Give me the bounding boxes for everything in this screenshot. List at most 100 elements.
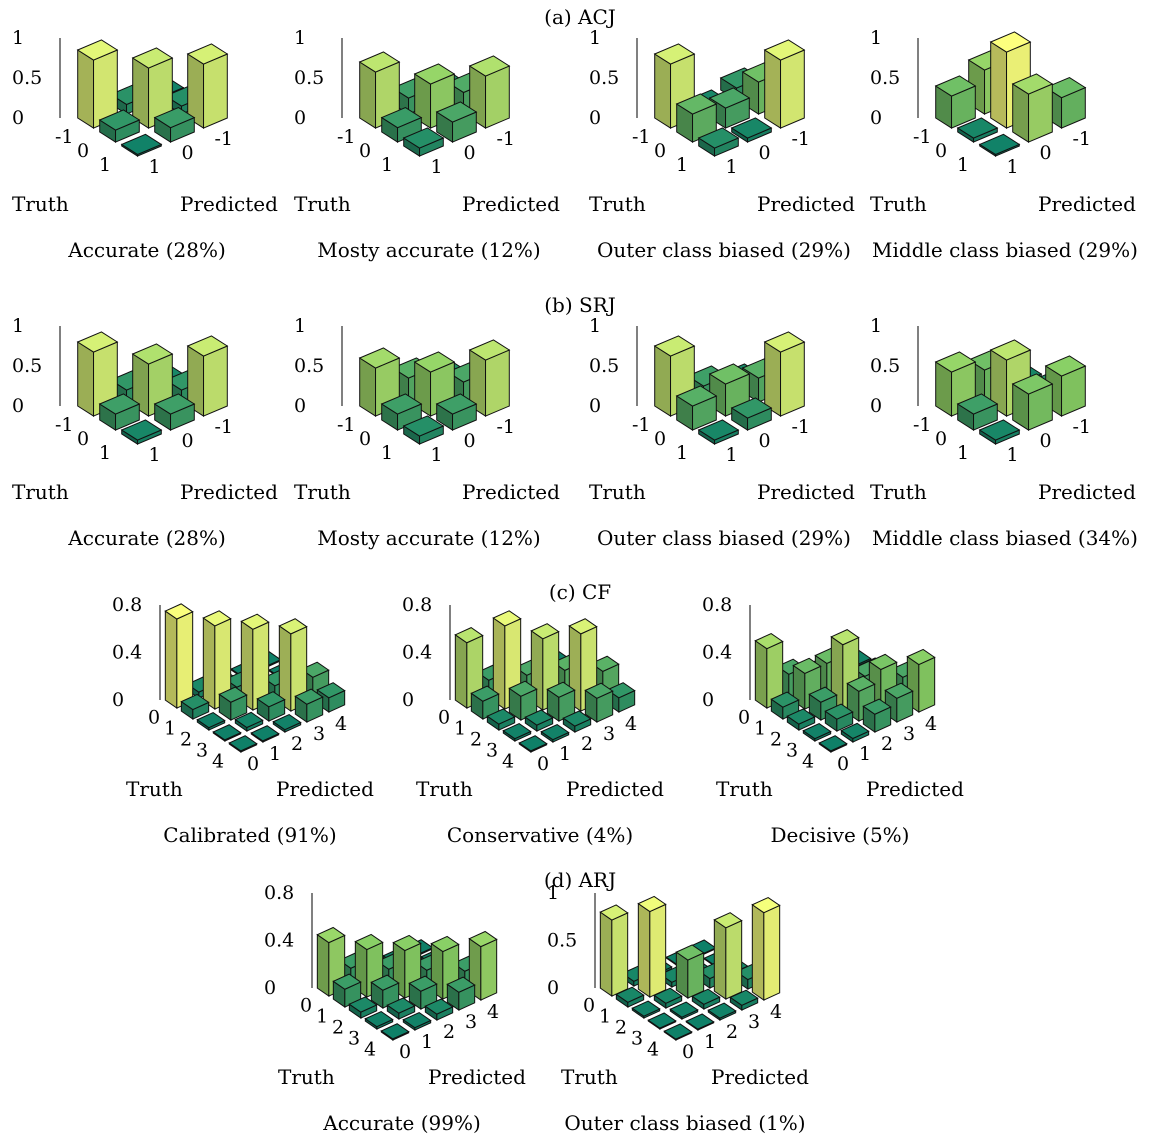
bar-0--1 — [956, 117, 999, 143]
truth-tick-label: -1 — [632, 414, 651, 436]
bar3d-svg: 10.50-101 10-1 — [12, 315, 233, 466]
z-tick-label: 0.4 — [264, 930, 294, 952]
section-title-arj: (d) ARJ — [543, 868, 617, 892]
truth-axis-label: Truth — [561, 1065, 618, 1089]
bar-0-0 — [454, 627, 484, 710]
predicted-axis-label: Predicted — [1038, 192, 1136, 216]
bar3d-svg: 10.50-101 10-1 — [870, 315, 1091, 466]
bar-0-0 — [599, 904, 629, 998]
truth-tick-label: 4 — [212, 751, 224, 773]
z-tick-label: 0.5 — [294, 355, 324, 377]
predicted-tick-label: 1 — [149, 156, 161, 178]
bar-0--1 — [380, 393, 423, 431]
predicted-axis-label: Predicted — [757, 192, 855, 216]
z-tick-label: 0.5 — [12, 355, 42, 377]
truth-tick-label: 1 — [754, 718, 766, 740]
bar3d-panel: 1 0.5 0 -1 0 1 1 0 -1 Truth Predicted Middle class … — [866, 27, 1151, 265]
bar-4-2 — [424, 998, 454, 1022]
predicted-tick-label: 4 — [335, 713, 347, 735]
truth-tick-label: 3 — [196, 740, 208, 762]
bar-1-0 — [435, 393, 478, 431]
bar-4-1 — [250, 725, 280, 744]
z-tick-label: 1 — [12, 315, 24, 337]
bar3d-svg: 0.80.400 1 2 3 4 0 1 2 3 4 — [264, 882, 499, 1063]
predicted-tick-label: 1 — [559, 743, 571, 765]
predicted-tick-label: 1 — [1007, 444, 1019, 466]
truth-axis-label: Truth — [589, 192, 646, 216]
z-tick-label: 1 — [589, 27, 601, 49]
bar3d-svg: 10.50-101 10-1 — [870, 27, 1091, 178]
truth-tick-label: 1 — [676, 442, 688, 464]
truth-tick-label: 0 — [935, 428, 947, 450]
truth-tick-label: 1 — [381, 442, 393, 464]
bar-0--1 — [98, 109, 141, 143]
panel-caption: Middle class biased (29%) — [872, 238, 1138, 262]
bar-1--1 — [402, 127, 445, 157]
bar3d-panel: 1 0.5 0 -1 0 1 1 0 -1 Truth Predicted Mosty accurat… — [290, 315, 575, 553]
truth-tick-label: 0 — [77, 140, 89, 162]
truth-tick-label: -1 — [55, 126, 74, 148]
truth-tick-label: 2 — [332, 1017, 344, 1039]
predicted-tick-label: -1 — [215, 128, 234, 150]
bar-4-2 — [272, 713, 302, 734]
bar-1--1 — [978, 133, 1021, 157]
truth-axis-label: Truth — [12, 192, 69, 216]
bar-3-0 — [802, 722, 832, 743]
predicted-tick-label: 1 — [431, 444, 443, 466]
bar3d-svg: 10.50-101 10-1 — [12, 27, 234, 178]
truth-tick-label: 0 — [935, 140, 947, 162]
predicted-tick-label: 0 — [182, 430, 194, 452]
predicted-tick-label: 0 — [1040, 142, 1052, 164]
bar-4-2 — [862, 698, 892, 734]
bar3d-panel: 1 0.5 0 0 1 2 3 4 0 1 2 3 4 Truth Predicted Outer class… — [547, 882, 840, 1135]
panel-caption: Decisive (5%) — [770, 823, 910, 847]
bar-1-0 — [153, 106, 196, 143]
z-tick-label: 0.4 — [402, 642, 432, 664]
truth-tick-label: -1 — [337, 126, 356, 148]
truth-tick-label: 0 — [583, 995, 595, 1017]
bar-3-1 — [669, 1001, 699, 1021]
bar-1--1 — [697, 419, 740, 445]
truth-tick-label: -1 — [632, 126, 651, 148]
bar3d-panel: 1 0.5 0 -1 0 1 1 0 -1 Truth Predicted Outer class b… — [585, 315, 870, 553]
bar-3-0 — [647, 1012, 677, 1031]
predicted-tick-label: 4 — [487, 1001, 499, 1023]
bar-4-1 — [540, 723, 570, 744]
bar-0--1 — [675, 385, 718, 431]
bar3d-svg: 0.80.400 1 2 3 4 0 1 2 3 4 — [402, 594, 637, 775]
z-tick-label: 1 — [12, 27, 24, 49]
truth-tick-label: 3 — [786, 740, 798, 762]
predicted-tick-label: 1 — [421, 1031, 433, 1053]
predicted-tick-label: -1 — [792, 128, 811, 150]
truth-tick-label: 0 — [738, 707, 750, 729]
bar--1--1 — [934, 351, 977, 417]
bar--1--1 — [76, 331, 119, 417]
bar-1--1 — [120, 133, 163, 157]
predicted-tick-label: 2 — [726, 1021, 738, 1043]
truth-tick-label: 0 — [654, 140, 666, 162]
predicted-tick-label: 3 — [465, 1011, 477, 1033]
bar-4-0 — [228, 735, 258, 754]
z-tick-label: 0 — [870, 395, 882, 417]
truth-tick-label: 3 — [631, 1028, 643, 1050]
panel-caption: Mosty accurate (12%) — [317, 238, 541, 262]
z-tick-label: 0 — [589, 107, 601, 129]
z-tick-label: 0 — [264, 977, 276, 999]
truth-tick-label: 1 — [676, 154, 688, 176]
predicted-tick-label: -1 — [497, 128, 516, 150]
predicted-tick-label: 3 — [603, 723, 615, 745]
z-tick-label: 0.8 — [402, 594, 432, 616]
truth-tick-label: 2 — [615, 1017, 627, 1039]
section-title-cf: (c) CF — [548, 580, 612, 604]
bar-4-3 — [294, 688, 324, 724]
bar-4-2 — [707, 1002, 737, 1022]
z-tick-label: 0 — [12, 107, 24, 129]
z-tick-label: 0.5 — [870, 355, 900, 377]
z-tick-label: 0 — [294, 395, 306, 417]
truth-axis-label: Truth — [870, 480, 927, 504]
predicted-tick-label: 1 — [269, 743, 281, 765]
z-tick-label: 1 — [294, 27, 306, 49]
bar-0-0 — [708, 87, 751, 129]
bar3d-svg: 0.80.400 1 2 3 4 0 1 2 3 4 — [702, 594, 937, 775]
predicted-axis-label: Predicted — [566, 777, 664, 801]
